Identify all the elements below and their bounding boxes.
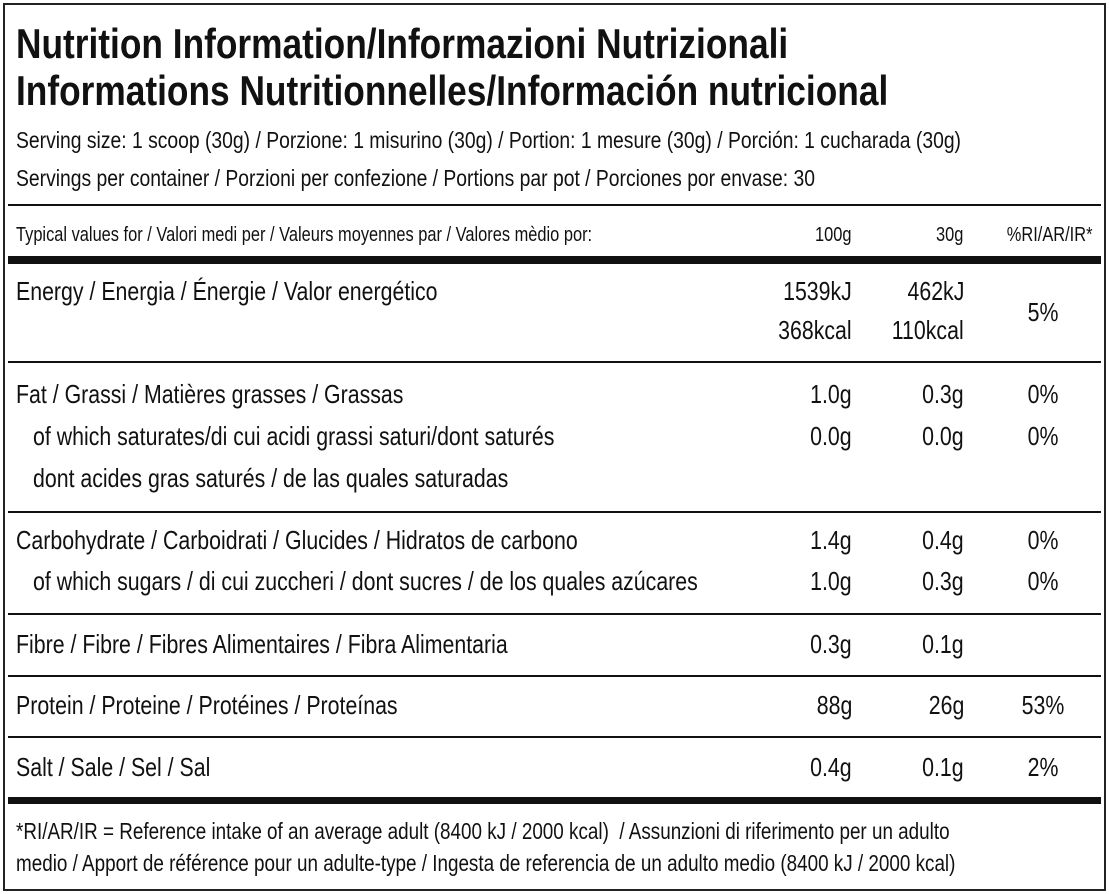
- value-30g: 110kcal: [892, 314, 964, 345]
- value-100g: 1.0g: [810, 378, 852, 409]
- title: Nutrition Information/Informazioni Nutri…: [16, 19, 789, 67]
- value-ri: 0%: [1027, 420, 1059, 451]
- value-100g: 0.0g: [810, 420, 852, 451]
- rule: [8, 511, 1101, 513]
- rule: [8, 613, 1101, 615]
- rule: [8, 675, 1101, 677]
- value-ri: 0%: [1027, 565, 1059, 596]
- rule: [8, 797, 1101, 804]
- row-label: Fibre / Fibre / Fibres Alimentaires / Fi…: [16, 628, 508, 659]
- column-header: 100g: [814, 224, 851, 246]
- column-header: Typical values for / Valori medi per / V…: [16, 224, 593, 246]
- value-ri: 2%: [1027, 751, 1059, 782]
- rule: [8, 736, 1101, 738]
- serving-size: Serving size: 1 scoop (30g) / Porzione: …: [16, 127, 961, 154]
- value-100g: 1539kJ: [783, 275, 852, 306]
- value-100g: 1.0g: [810, 565, 852, 596]
- rule: [8, 204, 1101, 206]
- frame: [3, 3, 1106, 891]
- value-100g: 0.3g: [810, 628, 852, 659]
- value-ri: 53%: [1021, 689, 1065, 720]
- value-30g: 26g: [928, 689, 964, 720]
- footnote: medio / Apport de référence pour un adul…: [16, 850, 956, 877]
- footnote: *RI/AR/IR = Reference intake of an avera…: [16, 818, 950, 845]
- servings-per-container: Servings per container / Porzioni per co…: [16, 165, 816, 192]
- value-30g: 462kJ: [907, 275, 964, 306]
- value-100g: 0.4g: [810, 751, 852, 782]
- title: Informations Nutritionnelles/Información…: [16, 66, 889, 114]
- row-label: of which sugars / di cui zuccheri / dont…: [33, 565, 698, 596]
- value-100g: 368kcal: [778, 314, 852, 345]
- value-100g: 1.4g: [810, 524, 852, 555]
- value-30g: 0.1g: [922, 751, 964, 782]
- value-30g: 0.1g: [922, 628, 964, 659]
- row-label: Carbohydrate / Carboidrati / Glucides / …: [16, 524, 578, 555]
- row-label: Fat / Grassi / Matières grasses / Grassa…: [16, 378, 404, 409]
- value-ri: 0%: [1027, 524, 1059, 555]
- column-header: %RI/AR/IR*: [1006, 224, 1092, 246]
- rule: [8, 256, 1101, 264]
- value-100g: 88g: [816, 689, 852, 720]
- rule: [8, 361, 1101, 363]
- row-label: dont acides gras saturés / de las quales…: [33, 462, 509, 493]
- value-30g: 0.4g: [922, 524, 964, 555]
- row-label: Salt / Sale / Sel / Sal: [16, 751, 211, 782]
- value-ri: 0%: [1027, 378, 1059, 409]
- value-30g: 0.3g: [922, 565, 964, 596]
- row-label: of which saturates/di cui acidi grassi s…: [33, 420, 555, 451]
- value-30g: 0.3g: [922, 378, 964, 409]
- value-ri: 5%: [1027, 296, 1059, 327]
- row-label: Energy / Energia / Énergie / Valor energ…: [16, 275, 438, 306]
- column-header: 30g: [935, 224, 963, 246]
- row-label: Protein / Proteine / Protéines / Proteín…: [16, 689, 398, 720]
- value-30g: 0.0g: [922, 420, 964, 451]
